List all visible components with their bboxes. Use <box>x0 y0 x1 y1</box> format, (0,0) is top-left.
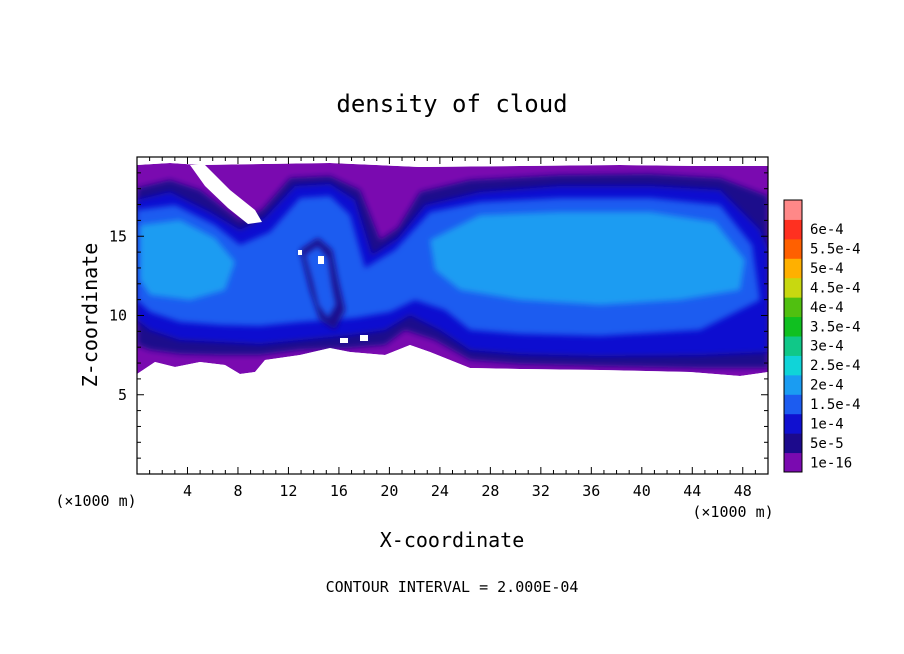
colorbar-swatch <box>784 316 802 337</box>
x-tick-label: 32 <box>532 482 550 500</box>
cloud-plume-inner <box>305 246 336 318</box>
y-axis-label: Z-coordinate <box>78 243 102 388</box>
x-tick-label: 24 <box>431 482 449 500</box>
x-tick-label: 48 <box>734 482 752 500</box>
colorbar-label: 1e-4 <box>810 416 844 432</box>
x-tick-label: 4 <box>183 482 192 500</box>
colorbar-swatch <box>784 355 802 376</box>
colorbar-label: 5e-5 <box>810 436 844 452</box>
y-tick-label: 5 <box>118 386 127 404</box>
colorbar-label: 4e-4 <box>810 300 844 316</box>
colorbar-swatch <box>784 277 802 298</box>
colorbar-swatch <box>784 297 802 318</box>
clear-air-speck <box>340 338 348 343</box>
colorbar-label: 2e-4 <box>810 378 844 394</box>
colorbar-swatch <box>784 374 802 395</box>
x-tick-label: 44 <box>683 482 701 500</box>
x-unit-right: (×1000 m) <box>692 503 773 521</box>
colorbar-label: 2.5e-4 <box>810 358 861 374</box>
cloud-core-left <box>140 220 235 300</box>
clear-air-below-base <box>137 345 768 474</box>
chart-title: density of cloud <box>336 90 567 118</box>
clear-air-speck <box>298 250 302 255</box>
y-tick-label: 10 <box>109 307 127 325</box>
colorbar-swatch <box>784 200 802 220</box>
y-axis: 5 10 15 <box>109 172 768 459</box>
clear-air-gap-upper <box>190 165 262 224</box>
colorbar-swatch <box>784 433 802 454</box>
colorbar-swatch <box>784 336 802 356</box>
colorbar-swatch <box>784 452 802 473</box>
colorbar-swatch <box>784 219 802 240</box>
x-unit-left: (×1000 m) <box>55 492 136 510</box>
colorbar-frame <box>783 199 803 473</box>
colorbar-label: 4.5e-4 <box>810 280 861 296</box>
colorbar-swatch <box>784 258 802 279</box>
clear-air-gap-top <box>137 157 768 167</box>
colorbar: 1e-16 5e-5 1e-4 1.5e-4 2e-4 2.5e-4 3e-4 3.5e-4 4… <box>783 199 861 473</box>
colorbar-swatch <box>784 413 802 434</box>
x-tick-label: 28 <box>481 482 499 500</box>
x-tick-label: 20 <box>380 482 398 500</box>
colorbar-label: 1.5e-4 <box>810 397 861 413</box>
x-tick-label: 12 <box>279 482 297 500</box>
colorbar-label: 3.5e-4 <box>810 319 861 335</box>
x-tick-label: 36 <box>582 482 600 500</box>
colorbar-label: 6e-4 <box>810 222 844 238</box>
clear-air-speck <box>360 335 368 341</box>
x-tick-label: 8 <box>233 482 242 500</box>
colorbar-label: 5e-4 <box>810 261 844 277</box>
x-axis: 4 8 12 16 20 24 28 32 36 40 44 48 <box>149 157 756 500</box>
colorbar-label: 5.5e-4 <box>810 242 861 258</box>
x-tick-label: 40 <box>633 482 651 500</box>
contour-interval-footer: CONTOUR INTERVAL = 2.000E-04 <box>326 578 579 596</box>
colorbar-label: 1e-16 <box>810 455 852 471</box>
y-tick-label: 15 <box>109 227 127 245</box>
x-axis-label: X-coordinate <box>380 528 525 552</box>
colorbar-swatch <box>784 238 802 259</box>
cloud-core-right <box>430 212 745 305</box>
colorbar-swatch <box>784 394 802 415</box>
density-field <box>137 157 768 474</box>
clear-air-speck <box>318 256 324 264</box>
x-tick-label: 16 <box>330 482 348 500</box>
colorbar-label: 3e-4 <box>810 339 844 355</box>
